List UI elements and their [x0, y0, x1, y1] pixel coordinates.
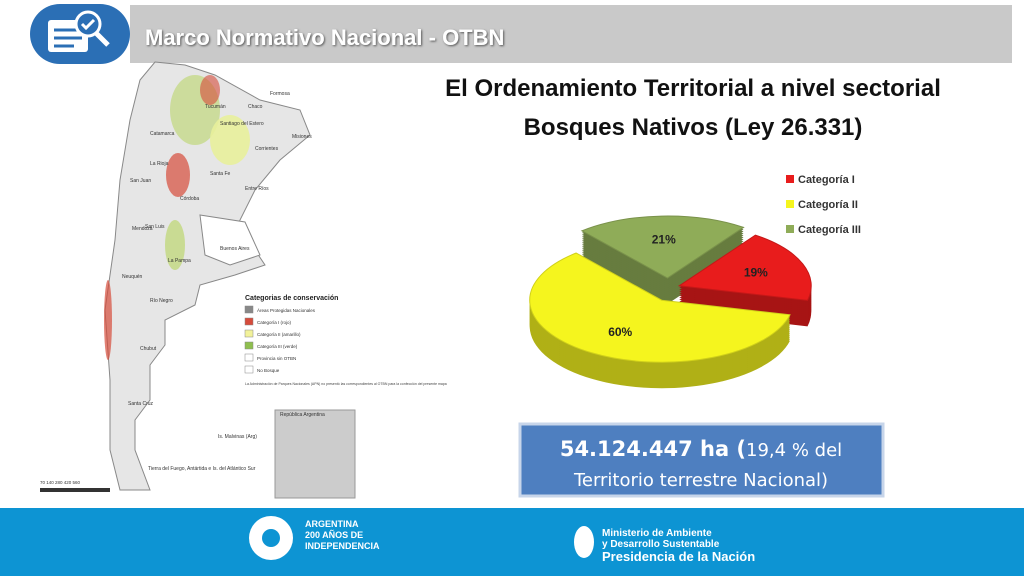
ministry-text: Ministerio de Ambiente — [602, 528, 712, 539]
province-label: Chaco — [248, 104, 263, 110]
bicentenario-logo-core — [262, 529, 280, 547]
map-legend-label: Provincia sin OTBN — [257, 356, 296, 361]
ministry-text: Presidencia de la Nación — [602, 549, 755, 564]
map-legend-swatch — [244, 305, 254, 314]
icon-handle — [94, 31, 110, 47]
legend-label: Categoría II — [798, 199, 858, 211]
legend-swatch — [786, 225, 794, 233]
map-note: La Administración de Parques Nacionales … — [245, 382, 447, 386]
summary-box — [518, 422, 885, 498]
pie-value-label: 19% — [744, 265, 768, 279]
pie-slice — [677, 234, 812, 301]
province-label: Entre Ríos — [245, 186, 269, 192]
summary-line: 54.124.447 ha (19,4 % del — [560, 437, 842, 461]
province-label: Formosa — [270, 91, 290, 97]
province-label: Catamarca — [150, 131, 175, 137]
map-legend-label: No Bosque — [257, 368, 280, 373]
legend-label: Categoría III — [798, 224, 861, 236]
province-label: Santiago del Estero — [220, 121, 264, 127]
bicentenario-text: INDEPENDENCIA — [305, 541, 380, 551]
province-label: San Luis — [145, 224, 165, 230]
province-label: Santa Cruz — [128, 401, 154, 407]
province-label: Buenos Aires — [220, 246, 250, 252]
map-legend-swatch — [244, 365, 254, 374]
province-label: San Juan — [130, 178, 151, 184]
pie-chart: 21% 19% 60% Categoría I Categoría II Categorí… — [529, 174, 861, 389]
map-legend-label: Categoría II (amarillo) — [257, 332, 301, 337]
map-legend-swatch — [244, 317, 254, 326]
pie-slice — [529, 252, 791, 363]
legend-swatch — [786, 175, 794, 183]
map-legend-swatch — [244, 353, 254, 362]
province-label: La Rioja — [150, 161, 169, 167]
province-label: Is. Malvinas (Arg) — [218, 434, 257, 440]
heading-line: Bosques Nativos (Ley 26.331) — [524, 114, 863, 141]
province-label: Mendoza — [132, 226, 153, 232]
legend-label: Categoría I — [798, 174, 855, 186]
pie-value-label: 60% — [608, 325, 632, 339]
bicentenario-text: ARGENTINA — [305, 519, 359, 529]
summary-line: Territorio terrestre Nacional) — [573, 470, 828, 491]
ministry-text: y Desarrollo Sustentable — [602, 539, 720, 550]
coat-of-arms — [574, 526, 594, 558]
forest-area — [166, 153, 190, 197]
header-bar — [130, 5, 1012, 63]
province-label: Río Negro — [150, 298, 173, 304]
map-legend-label: Categoría I (rojo) — [257, 320, 292, 325]
map-legend-swatch — [244, 341, 254, 350]
province-label: Córdoba — [180, 196, 199, 202]
pie-value-label: 21% — [652, 233, 676, 247]
footer-bar — [0, 508, 1024, 576]
summary-rest: 19,4 % del — [746, 440, 842, 461]
map-legend-label: Categoría III (verde) — [257, 344, 298, 349]
map: Catamarca Tucumán Santiago del Estero Chaco… — [40, 61, 447, 499]
icon-check — [80, 18, 96, 31]
province-white — [199, 214, 261, 266]
province-label: Santa Fe — [210, 171, 231, 177]
forest-area — [165, 220, 185, 270]
province-label: La Pampa — [168, 258, 191, 264]
province-label: Tierra del Fuego, Antártida e Is. del At… — [148, 466, 256, 472]
inset-title: República Argentina — [280, 412, 325, 418]
forest-area — [104, 280, 112, 360]
province-label: Neuquén — [122, 274, 143, 280]
header-title: Marco Normativo Nacional - OTBN — [145, 25, 504, 50]
heading-line: El Ordenamiento Territorial a nivel sect… — [445, 75, 941, 102]
legend-swatch — [786, 200, 794, 208]
map-legend-label: Áreas Protegidas Nacionales — [257, 307, 316, 313]
scale-bar — [40, 488, 110, 492]
pie-slice — [580, 215, 745, 279]
map-legend-swatch — [244, 329, 254, 338]
summary-bold: 54.124.447 ha ( — [560, 437, 746, 461]
map-legend-title: Categorias de conservación — [245, 295, 338, 302]
province-label: Chubut — [140, 346, 157, 352]
forest-area — [200, 75, 220, 105]
province-label: Misiones — [292, 134, 312, 140]
map-legend-box — [238, 290, 364, 402]
bicentenario-text: 200 AÑOS DE — [305, 530, 363, 540]
province-label: Corrientes — [255, 146, 279, 152]
scale-label: 70 140 280 420 560 — [40, 480, 81, 485]
inset-box — [274, 409, 356, 499]
forest-area — [210, 115, 250, 165]
province-label: Tucumán — [205, 104, 226, 110]
